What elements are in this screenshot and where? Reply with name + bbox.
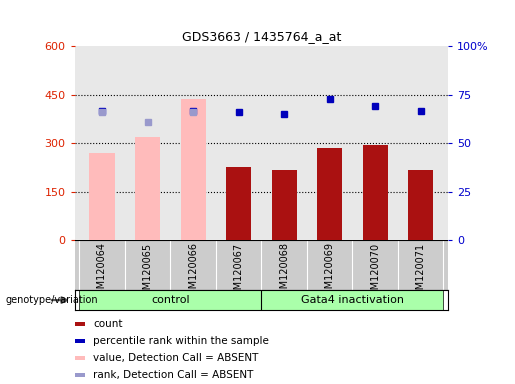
- Bar: [181, 99, 205, 240]
- Bar: [363, 145, 388, 240]
- Bar: [75, 373, 85, 377]
- Bar: [226, 167, 251, 240]
- Bar: [261, 290, 443, 310]
- Bar: [79, 290, 261, 310]
- Text: value, Detection Call = ABSENT: value, Detection Call = ABSENT: [93, 353, 259, 363]
- Text: Gata4 inactivation: Gata4 inactivation: [301, 295, 404, 305]
- Text: rank, Detection Call = ABSENT: rank, Detection Call = ABSENT: [93, 370, 253, 380]
- Text: GSM120065: GSM120065: [143, 243, 152, 301]
- Text: GSM120066: GSM120066: [188, 243, 198, 301]
- Bar: [408, 170, 433, 240]
- Title: GDS3663 / 1435764_a_at: GDS3663 / 1435764_a_at: [182, 30, 341, 43]
- Text: GSM120070: GSM120070: [370, 243, 380, 301]
- Text: control: control: [151, 295, 190, 305]
- Bar: [271, 170, 297, 240]
- Text: GSM120069: GSM120069: [324, 243, 335, 301]
- Text: genotype/variation: genotype/variation: [5, 295, 98, 305]
- Bar: [135, 137, 160, 240]
- Text: percentile rank within the sample: percentile rank within the sample: [93, 336, 269, 346]
- Bar: [317, 148, 342, 240]
- Text: GSM120068: GSM120068: [279, 243, 289, 301]
- Bar: [75, 339, 85, 343]
- Bar: [90, 153, 114, 240]
- Text: count: count: [93, 319, 123, 329]
- Bar: [75, 356, 85, 360]
- Bar: [75, 323, 85, 326]
- Text: GSM120067: GSM120067: [234, 243, 244, 301]
- Text: GSM120071: GSM120071: [416, 243, 426, 301]
- Text: GSM120064: GSM120064: [97, 243, 107, 301]
